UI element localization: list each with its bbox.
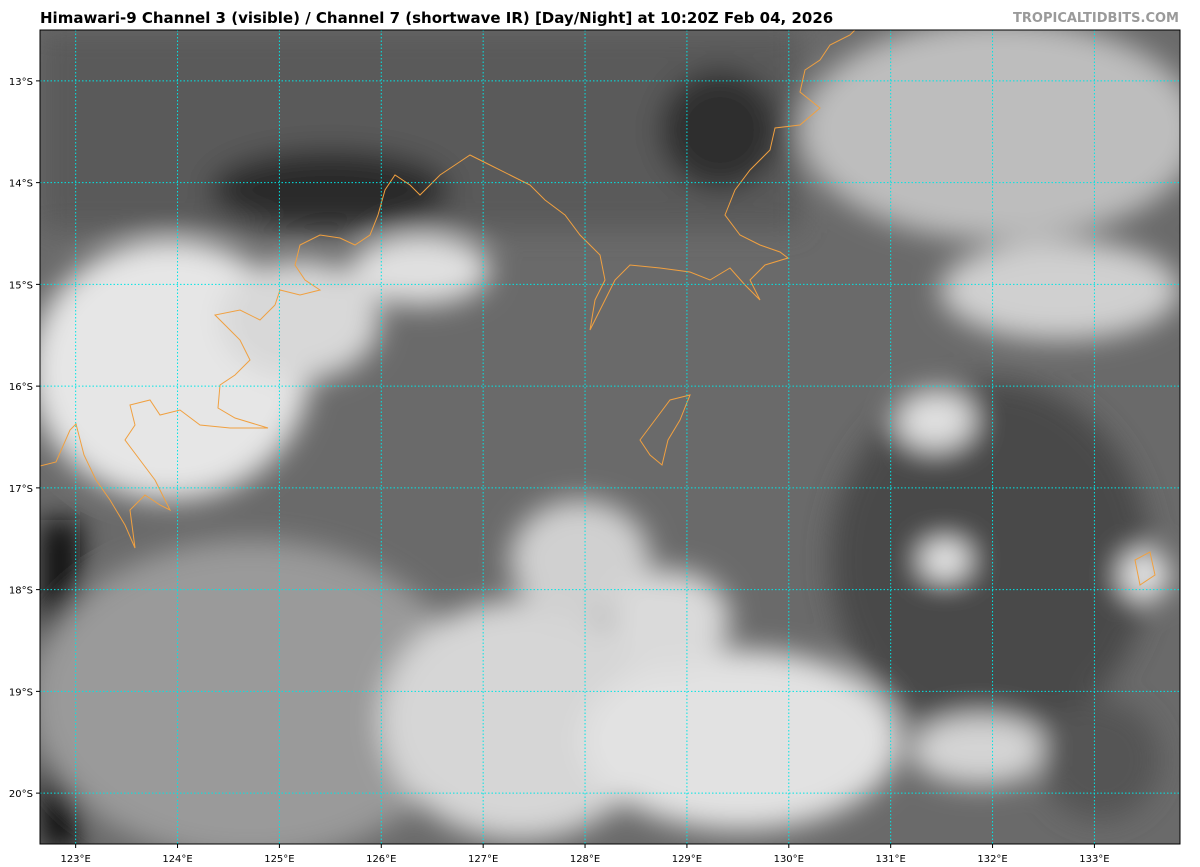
lat-tick-label: 18°S <box>9 586 33 597</box>
coastline-islands <box>639 394 691 466</box>
lat-tick-label: 15°S <box>9 280 33 291</box>
lat-tick-label: 19°S <box>9 687 33 698</box>
lat-tick-label: 17°S <box>9 484 33 495</box>
coastline-kimberley <box>40 30 856 549</box>
lon-tick-label: 123°E <box>60 854 90 865</box>
brand-watermark: TROPICALTIDBITS.COM <box>1013 11 1179 26</box>
lat-tick-label: 16°S <box>9 382 33 393</box>
coastline-east-island <box>1134 551 1156 586</box>
lon-tick-label: 124°E <box>162 854 192 865</box>
lon-tick-label: 131°E <box>875 854 905 865</box>
lat-tick-label: 20°S <box>9 789 33 800</box>
graticule <box>40 30 1180 844</box>
lon-tick-label: 125°E <box>264 854 294 865</box>
lon-tick-label: 126°E <box>366 854 396 865</box>
satellite-imagery <box>40 30 1180 844</box>
lon-tick-label: 127°E <box>468 854 498 865</box>
coastline <box>40 30 1156 586</box>
lon-tick-label: 132°E <box>977 854 1007 865</box>
lon-tick-label: 128°E <box>570 854 600 865</box>
map-title: Himawari-9 Channel 3 (visible) / Channel… <box>40 9 834 27</box>
lat-tick-label: 13°S <box>9 77 33 88</box>
lon-tick-label: 130°E <box>774 854 804 865</box>
axis-ticks: 13°S 14°S 15°S 16°S 17°S 18°S 19°S 20°S 123°E 124… <box>9 77 1110 865</box>
lon-tick-label: 129°E <box>672 854 702 865</box>
plot-frame <box>39 29 1181 845</box>
lon-tick-label: 133°E <box>1079 854 1109 865</box>
lat-tick-label: 14°S <box>9 179 33 190</box>
